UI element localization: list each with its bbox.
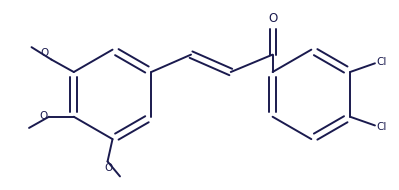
Text: Cl: Cl [376,57,387,67]
Text: O: O [268,12,277,25]
Text: O: O [41,48,49,58]
Text: O: O [105,163,113,173]
Text: O: O [40,111,48,121]
Text: Cl: Cl [376,122,387,132]
